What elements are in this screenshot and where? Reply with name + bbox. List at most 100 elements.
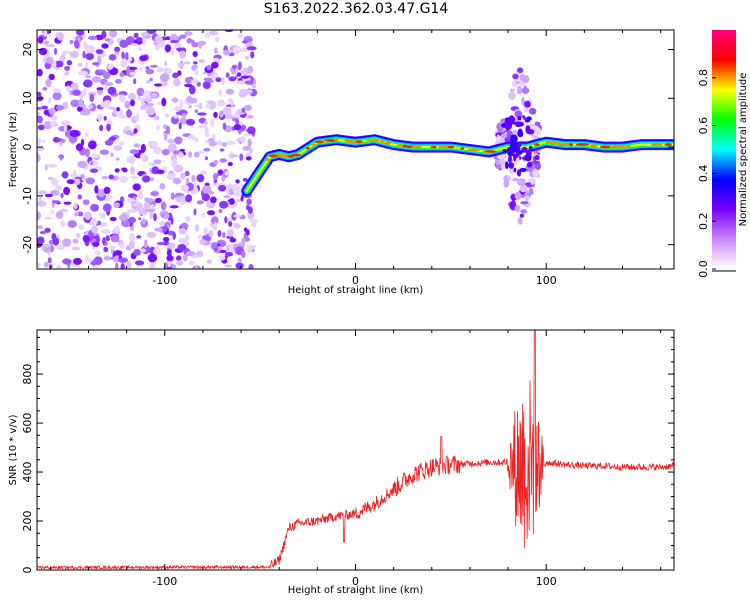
noise-blob (50, 189, 60, 196)
noise-blob (95, 49, 104, 55)
noise-blob (207, 210, 215, 216)
noise-blob (204, 120, 208, 126)
noise-blob (48, 107, 56, 115)
noise-blob (93, 232, 100, 236)
noise-blob (188, 260, 196, 266)
ridge-peak (367, 138, 375, 142)
noise-blob (78, 98, 84, 108)
noise-blob (90, 218, 98, 226)
noise-blob (145, 68, 155, 75)
noise-blob (224, 170, 229, 176)
noise-blob (37, 111, 40, 117)
noise-blob (173, 78, 181, 87)
noise-blob (222, 49, 231, 56)
noise-blob (201, 185, 212, 193)
noise-blob (174, 136, 183, 145)
noise-blob (37, 153, 40, 162)
noise-blob (94, 250, 101, 256)
spec-y-tick-label: 20 (21, 43, 34, 57)
noise-blob (194, 104, 203, 108)
noise-blob (215, 36, 220, 43)
noise-blob (228, 98, 233, 103)
noise-blob (63, 201, 72, 205)
noise-blob (78, 224, 85, 230)
noise-blob (217, 230, 222, 237)
noise-blob (143, 201, 151, 211)
noise-blob (183, 61, 191, 65)
noise-blob (154, 35, 163, 44)
noise-blob (90, 161, 94, 165)
noise-blob (231, 65, 237, 69)
noise-blob (161, 97, 167, 107)
noise-blob (179, 200, 184, 205)
snr-y-tick-label: 200 (21, 511, 34, 532)
noise-blob (118, 141, 125, 146)
noise-blob (55, 105, 64, 111)
noise-blob (188, 151, 193, 158)
noise-blob (84, 132, 89, 137)
noise-blob (44, 261, 49, 268)
noise-blob (167, 242, 176, 249)
noise-blob (140, 143, 146, 153)
ridge-peak (625, 145, 631, 148)
ridge-peak (373, 138, 380, 142)
noise-blob (42, 139, 46, 143)
snr-y-tick-label: 600 (21, 413, 34, 434)
noise-blob (224, 216, 228, 224)
noise-blob (82, 199, 90, 205)
noise-blob (70, 83, 77, 89)
ridge-peak (533, 143, 540, 146)
noise-blob (103, 255, 111, 261)
noise-blob (116, 107, 120, 112)
ridge-peak (384, 141, 392, 145)
scintillation-blob (520, 201, 529, 205)
noise-blob (101, 229, 111, 235)
noise-blob (187, 134, 196, 140)
noise-blob (235, 179, 240, 184)
noise-blob (191, 42, 199, 48)
noise-blob (218, 208, 223, 214)
scintillation-blob (520, 209, 527, 214)
noise-blob (219, 200, 229, 209)
noise-blob (85, 254, 89, 263)
noise-blob (170, 40, 179, 44)
snr-axes: -100 0 100 0 200 400 600 800 (21, 330, 674, 588)
noise-blob (185, 194, 193, 203)
noise-blob (77, 62, 83, 67)
noise-blob (225, 244, 230, 253)
noise-blob (109, 30, 118, 38)
noise-blob (130, 166, 135, 175)
noise-blob (139, 67, 144, 72)
scintillation-core-blob (516, 142, 521, 150)
noise-blob (154, 83, 163, 87)
noise-blob (118, 175, 128, 183)
noise-blob (251, 221, 257, 228)
spec-y-tick-label: -20 (21, 236, 34, 254)
noise-blob (136, 37, 143, 42)
noise-blob (150, 92, 158, 98)
noise-blob (186, 38, 193, 44)
noise-blob (42, 244, 51, 248)
noise-blob (60, 220, 65, 228)
snr-y-tick-label: 800 (21, 364, 34, 385)
noise-blob (171, 97, 179, 103)
noise-blob (82, 50, 86, 59)
ridge-peak (568, 143, 574, 146)
snr-background (37, 330, 674, 570)
noise-blob (188, 104, 192, 109)
noise-blob (169, 205, 179, 209)
noise-blob (210, 72, 219, 79)
noise-blob (39, 230, 47, 235)
noise-blob (229, 237, 237, 243)
noise-blob (99, 124, 104, 132)
noise-blob (47, 176, 54, 181)
noise-blob (163, 236, 170, 243)
noise-blob (97, 188, 106, 198)
noise-blob (72, 238, 79, 244)
noise-blob (56, 31, 64, 41)
noise-blob (90, 203, 99, 212)
scintillation-core-blob (517, 116, 522, 121)
noise-blob (213, 247, 218, 252)
noise-blob (214, 47, 218, 54)
